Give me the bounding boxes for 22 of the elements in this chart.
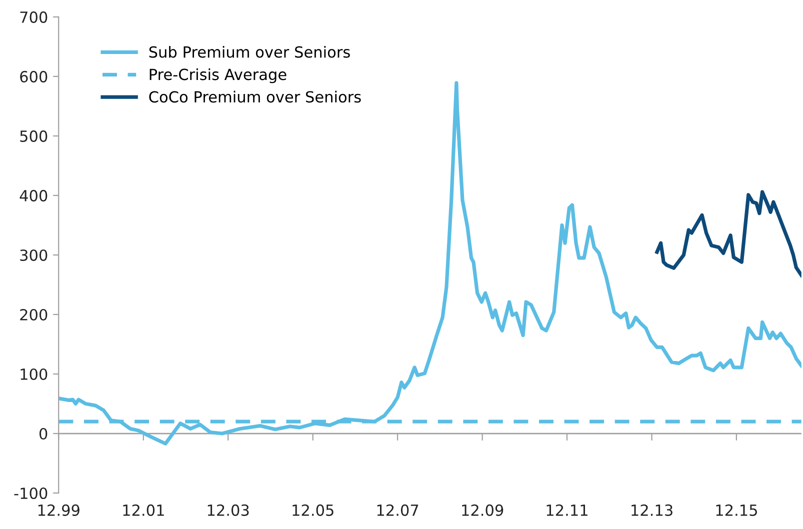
y-tick-label: 400 [20,190,48,202]
y-tick-label: 100 [20,368,48,380]
y-tick-label: 700 [20,11,48,23]
x-tick-label: 12.13 [632,504,672,516]
legend-label: Pre-Crisis Average [150,68,286,84]
legend-label: Sub Premium over Seniors [149,46,350,58]
y-tick-label: 300 [20,249,48,261]
y-tick-label: 500 [20,130,48,142]
y-tick-label: 600 [20,70,48,82]
y-tick-label: 0 [39,428,48,440]
y-tick-label: 200 [20,308,48,321]
x-tick-label: 12.99 [38,504,80,516]
x-tick-label: 12.05 [292,504,334,516]
line-series [655,190,802,278]
y-tick-label: -100 [14,487,48,500]
x-tick-label: 12.09 [462,504,504,516]
x-tick-label: 12.01 [123,504,164,516]
legend-label: CoCo Premium over Seniors [149,90,361,103]
x-tick-label: 12.03 [208,504,249,516]
x-tick-label: 12.07 [377,504,418,516]
x-tick-label: 12.11 [546,504,588,516]
x-tick-label: 12.15 [716,504,757,516]
